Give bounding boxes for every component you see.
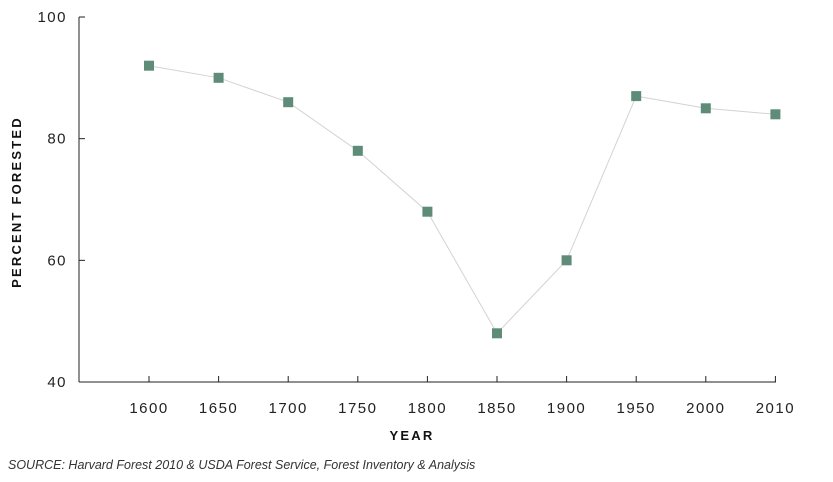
series-line — [148, 65, 776, 335]
x-axis-title: YEAR — [390, 428, 435, 443]
source-note: SOURCE: Harvard Forest 2010 & USDA Fores… — [8, 458, 476, 472]
x-tick-label: 1900 — [547, 400, 586, 417]
data-point-2010 — [770, 109, 781, 120]
y-tick-label: 100 — [37, 9, 67, 26]
y-tick-label: 60 — [47, 252, 67, 269]
x-tick-label: 1650 — [199, 400, 238, 417]
data-point-1600 — [144, 60, 154, 71]
y-ticks: 40 60 80 100 — [37, 9, 85, 391]
x-tick-label: 1700 — [269, 400, 308, 417]
data-point-1800 — [422, 206, 433, 217]
data-point-1950 — [631, 91, 642, 102]
x-tick-label: 2010 — [756, 400, 795, 417]
y-tick-label: 40 — [47, 374, 67, 391]
x-tick-label: 1600 — [129, 400, 168, 417]
data-markers — [144, 60, 781, 339]
data-point-1900 — [561, 255, 572, 266]
data-point-1750 — [352, 145, 363, 156]
x-tick-label: 1750 — [338, 400, 377, 417]
x-tick-label: 1950 — [617, 400, 656, 417]
data-point-1850 — [492, 328, 502, 339]
x-tick-label: 2000 — [686, 400, 725, 417]
y-axis-title: PERCENT FORESTED — [9, 116, 24, 288]
data-point-1650 — [213, 72, 224, 83]
x-ticks: 1600 1650 1700 1750 1800 1850 1900 1950 2000 2010 — [129, 376, 795, 417]
y-tick-label: 80 — [47, 131, 67, 148]
x-tick-label: 1800 — [408, 400, 447, 417]
x-tick-label: 1850 — [477, 400, 516, 417]
data-point-1700 — [283, 97, 294, 108]
data-point-2000 — [700, 103, 711, 114]
